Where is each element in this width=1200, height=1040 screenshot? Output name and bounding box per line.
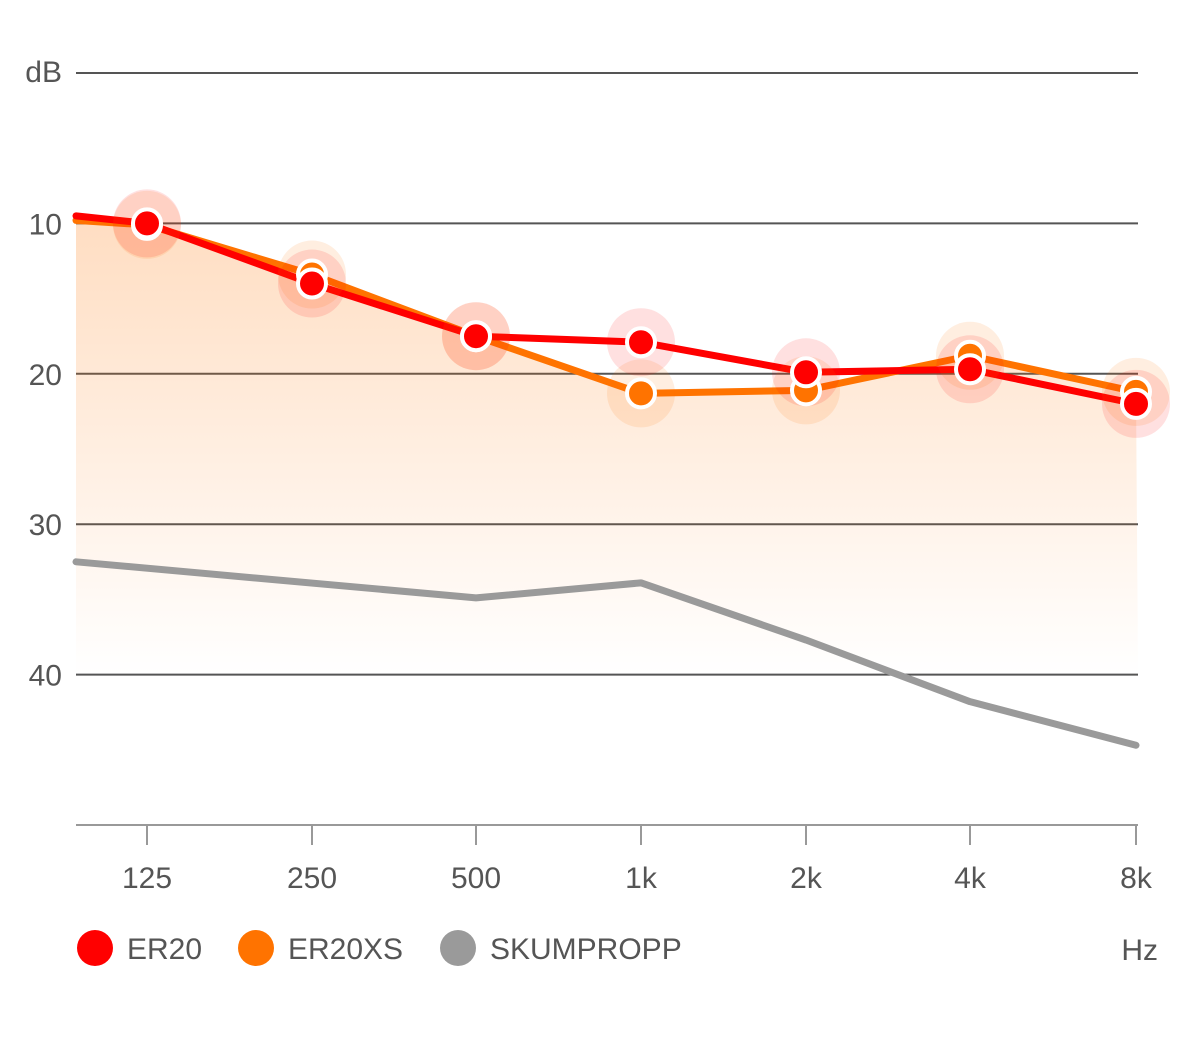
data-point-er20xs xyxy=(625,377,657,410)
legend-swatch-er20 xyxy=(77,930,113,966)
x-tick-label: 1k xyxy=(625,862,658,895)
er20xs-area xyxy=(76,220,1138,675)
data-point-er20 xyxy=(296,267,328,300)
series-line-er20 xyxy=(72,212,1140,408)
legend-swatch-er20xs xyxy=(238,930,274,966)
legend: ER20 ER20XS SKUMPROPP xyxy=(77,930,682,966)
data-point-er20 xyxy=(790,356,822,389)
x-axis-unit-label: Hz xyxy=(1121,934,1158,967)
x-tick-label: 250 xyxy=(287,862,337,895)
data-point-er20 xyxy=(954,353,986,386)
x-tick-label: 8k xyxy=(1120,862,1153,895)
series-markers xyxy=(113,189,1170,438)
y-tick-label: 40 xyxy=(29,660,62,693)
y-tick-label: 20 xyxy=(29,359,62,392)
data-point-er20 xyxy=(1120,387,1152,420)
legend-label-er20xs: ER20XS xyxy=(288,933,403,966)
y-tick-label: 10 xyxy=(29,208,62,241)
axes: dB Hz 125 250 500 1k 2k 4k 8k xyxy=(25,56,1158,967)
series-line-skumpropp xyxy=(72,558,1140,749)
y-tick-label: 30 xyxy=(29,509,62,542)
legend-swatch-skumpropp xyxy=(440,930,476,966)
legend-label-skumpropp: SKUMPROPP xyxy=(490,933,682,966)
x-tick-label: 500 xyxy=(451,862,501,895)
area-fill xyxy=(76,220,1138,675)
data-point-er20 xyxy=(625,326,657,359)
series-lines xyxy=(72,212,1140,749)
x-tick-label: 4k xyxy=(954,862,987,895)
data-point-er20 xyxy=(131,207,163,240)
x-tick-label: 125 xyxy=(122,862,172,895)
data-point-er20 xyxy=(460,320,492,353)
x-tick-label: 2k xyxy=(790,862,823,895)
y-axis-unit-label: dB xyxy=(25,56,62,89)
legend-label-er20: ER20 xyxy=(127,933,202,966)
